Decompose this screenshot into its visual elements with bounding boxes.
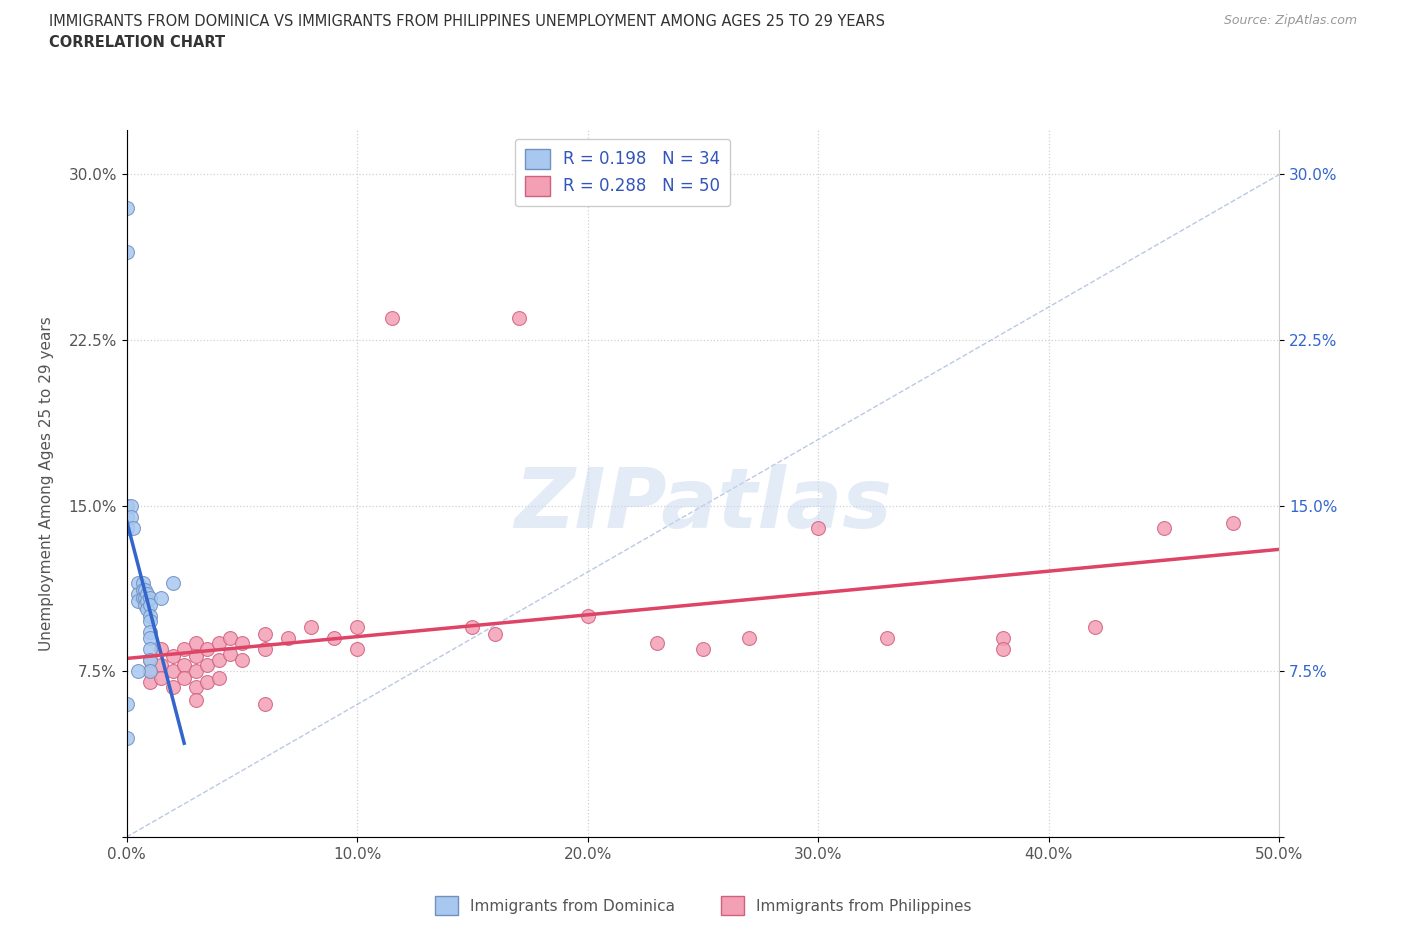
Point — [195, 658, 218, 672]
Point — [134, 598, 156, 613]
Point — [991, 642, 1014, 657]
Point — [173, 671, 195, 685]
Point — [219, 631, 242, 645]
Point — [1222, 516, 1244, 531]
Point — [346, 642, 368, 657]
Point — [136, 602, 159, 617]
Point — [162, 648, 184, 663]
Point — [138, 631, 160, 645]
Point — [231, 635, 253, 650]
Point — [173, 642, 195, 657]
Point — [323, 631, 346, 645]
Y-axis label: Unemployment Among Ages 25 to 29 years: Unemployment Among Ages 25 to 29 years — [39, 316, 55, 651]
Point — [184, 693, 207, 708]
Point — [138, 598, 160, 613]
Point — [991, 631, 1014, 645]
Point — [115, 521, 138, 536]
Point — [173, 658, 195, 672]
Point — [253, 698, 276, 712]
Point — [645, 635, 668, 650]
Point — [162, 679, 184, 694]
Point — [484, 627, 506, 642]
Point — [1153, 521, 1175, 536]
Point — [138, 613, 160, 628]
Point — [576, 609, 599, 624]
Text: IMMIGRANTS FROM DOMINICA VS IMMIGRANTS FROM PHILIPPINES UNEMPLOYMENT AMONG AGES : IMMIGRANTS FROM DOMINICA VS IMMIGRANTS F… — [49, 14, 886, 29]
Point — [138, 642, 160, 657]
Point — [127, 576, 149, 591]
Point — [134, 582, 156, 597]
Point — [184, 648, 207, 663]
Legend: Immigrants from Dominica, Immigrants from Philippines: Immigrants from Dominica, Immigrants fro… — [429, 890, 977, 922]
Point — [738, 631, 761, 645]
Text: ZIPatlas: ZIPatlas — [515, 464, 891, 545]
Point — [1084, 619, 1107, 634]
Point — [253, 642, 276, 657]
Point — [162, 664, 184, 679]
Point — [136, 587, 159, 602]
Point — [115, 498, 138, 513]
Point — [508, 311, 530, 325]
Point — [208, 671, 231, 685]
Point — [208, 653, 231, 668]
Point — [277, 631, 299, 645]
Point — [131, 576, 153, 591]
Point — [162, 576, 184, 591]
Point — [120, 498, 142, 513]
Point — [127, 587, 149, 602]
Point — [138, 664, 160, 679]
Point — [115, 245, 138, 259]
Point — [195, 675, 218, 690]
Point — [115, 730, 138, 745]
Point — [138, 653, 160, 668]
Text: CORRELATION CHART: CORRELATION CHART — [49, 35, 225, 50]
Point — [138, 609, 160, 624]
Point — [807, 521, 830, 536]
Point — [195, 642, 218, 657]
Point — [120, 510, 142, 525]
Point — [115, 510, 138, 525]
Point — [138, 664, 160, 679]
Point — [122, 521, 145, 536]
Point — [127, 593, 149, 608]
Point — [138, 653, 160, 668]
Point — [150, 591, 173, 606]
Point — [134, 591, 156, 606]
Point — [136, 593, 159, 608]
Point — [138, 675, 160, 690]
Point — [150, 671, 173, 685]
Point — [346, 619, 368, 634]
Point — [115, 200, 138, 215]
Point — [381, 311, 404, 325]
Point — [131, 591, 153, 606]
Point — [127, 664, 149, 679]
Point — [231, 653, 253, 668]
Point — [184, 635, 207, 650]
Point — [131, 582, 153, 597]
Point — [461, 619, 484, 634]
Point — [150, 642, 173, 657]
Point — [219, 646, 242, 661]
Point — [115, 698, 138, 712]
Point — [138, 624, 160, 639]
Point — [253, 627, 276, 642]
Point — [184, 664, 207, 679]
Point — [876, 631, 898, 645]
Point — [299, 619, 322, 634]
Point — [208, 635, 231, 650]
Point — [138, 591, 160, 606]
Point — [692, 642, 714, 657]
Point — [184, 679, 207, 694]
Text: Source: ZipAtlas.com: Source: ZipAtlas.com — [1223, 14, 1357, 27]
Point — [150, 658, 173, 672]
